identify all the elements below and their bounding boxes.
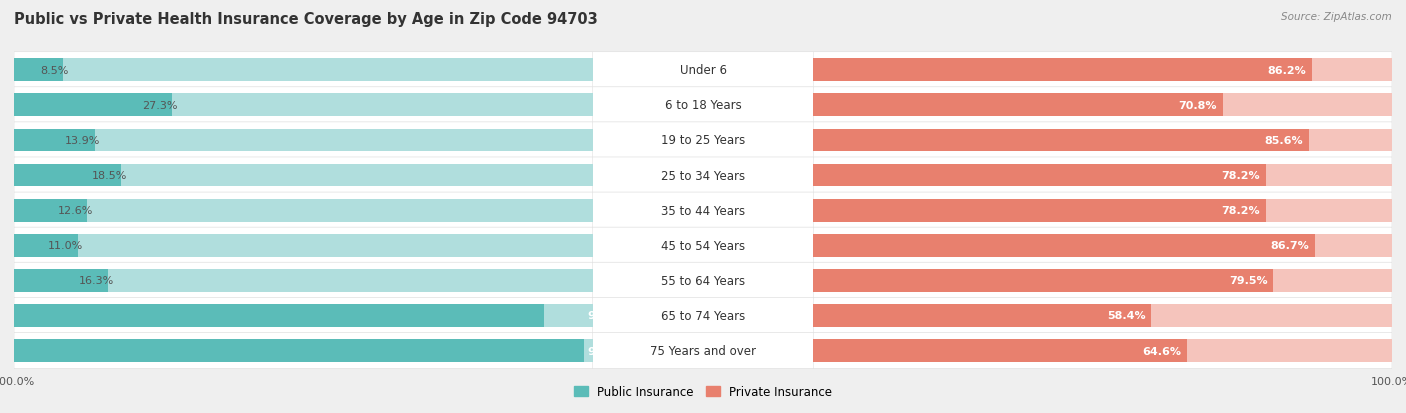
FancyBboxPatch shape [14, 88, 593, 123]
Bar [813, 164, 1392, 187]
FancyBboxPatch shape [592, 228, 814, 263]
Text: Public vs Private Health Insurance Coverage by Age in Zip Code 94703: Public vs Private Health Insurance Cover… [14, 12, 598, 27]
Bar [813, 339, 1392, 362]
Bar [813, 304, 1152, 327]
FancyBboxPatch shape [592, 298, 814, 334]
Text: 64.6%: 64.6% [1142, 346, 1181, 356]
FancyBboxPatch shape [14, 123, 593, 159]
Text: 18.5%: 18.5% [91, 171, 127, 180]
FancyBboxPatch shape [813, 52, 1392, 89]
Text: 35 to 44 Years: 35 to 44 Years [661, 204, 745, 217]
Text: 78.2%: 78.2% [1222, 206, 1260, 216]
Bar [14, 129, 593, 152]
Text: 91.6%: 91.6% [586, 311, 626, 320]
Bar [813, 59, 1392, 82]
Text: 6 to 18 Years: 6 to 18 Years [665, 99, 741, 112]
Bar [813, 339, 1187, 362]
Text: 78.2%: 78.2% [1222, 171, 1260, 180]
FancyBboxPatch shape [813, 332, 1392, 369]
Bar [14, 339, 593, 362]
Text: 13.9%: 13.9% [65, 135, 100, 146]
Bar [813, 94, 1392, 117]
FancyBboxPatch shape [813, 263, 1392, 299]
FancyBboxPatch shape [14, 332, 593, 369]
Text: 55 to 64 Years: 55 to 64 Years [661, 274, 745, 287]
Bar [813, 94, 1223, 117]
FancyBboxPatch shape [14, 228, 593, 263]
Bar [813, 304, 1392, 327]
Text: 58.4%: 58.4% [1107, 311, 1146, 320]
Text: 11.0%: 11.0% [48, 241, 83, 251]
Bar [14, 304, 544, 327]
FancyBboxPatch shape [592, 332, 814, 369]
Text: 79.5%: 79.5% [1229, 275, 1268, 286]
Text: 25 to 34 Years: 25 to 34 Years [661, 169, 745, 182]
Text: 19 to 25 Years: 19 to 25 Years [661, 134, 745, 147]
Bar [813, 269, 1392, 292]
FancyBboxPatch shape [592, 52, 814, 89]
Bar [813, 164, 1265, 187]
Text: 70.8%: 70.8% [1178, 101, 1218, 111]
Bar [14, 269, 108, 292]
Text: 16.3%: 16.3% [79, 275, 114, 286]
Legend: Public Insurance, Private Insurance: Public Insurance, Private Insurance [569, 381, 837, 403]
FancyBboxPatch shape [592, 263, 814, 299]
Bar [14, 234, 593, 257]
FancyBboxPatch shape [592, 192, 814, 229]
Bar [14, 94, 593, 117]
Text: 75 Years and over: 75 Years and over [650, 344, 756, 357]
Bar [813, 129, 1392, 152]
FancyBboxPatch shape [813, 192, 1392, 229]
Bar [813, 234, 1315, 257]
Bar [813, 59, 1312, 82]
FancyBboxPatch shape [592, 88, 814, 123]
FancyBboxPatch shape [14, 192, 593, 229]
Text: 45 to 54 Years: 45 to 54 Years [661, 239, 745, 252]
Bar [14, 164, 121, 187]
FancyBboxPatch shape [813, 228, 1392, 263]
FancyBboxPatch shape [592, 158, 814, 194]
Text: 8.5%: 8.5% [41, 66, 69, 76]
FancyBboxPatch shape [813, 88, 1392, 123]
FancyBboxPatch shape [14, 52, 593, 89]
Bar [813, 199, 1392, 222]
Bar [14, 94, 172, 117]
Bar [14, 339, 583, 362]
Bar [813, 269, 1274, 292]
Bar [14, 59, 593, 82]
Bar [14, 199, 87, 222]
Text: 98.5%: 98.5% [586, 346, 626, 356]
FancyBboxPatch shape [813, 123, 1392, 159]
Text: 65 to 74 Years: 65 to 74 Years [661, 309, 745, 322]
Text: 27.3%: 27.3% [142, 101, 177, 111]
Bar [14, 164, 593, 187]
Text: 85.6%: 85.6% [1264, 135, 1303, 146]
Bar [14, 234, 77, 257]
Text: 12.6%: 12.6% [58, 206, 93, 216]
Text: 86.7%: 86.7% [1271, 241, 1309, 251]
Bar [813, 129, 1309, 152]
Text: Under 6: Under 6 [679, 64, 727, 77]
FancyBboxPatch shape [14, 158, 593, 194]
Bar [14, 304, 593, 327]
FancyBboxPatch shape [813, 158, 1392, 194]
Bar [14, 269, 593, 292]
Text: Source: ZipAtlas.com: Source: ZipAtlas.com [1281, 12, 1392, 22]
Bar [14, 59, 63, 82]
Bar [14, 199, 593, 222]
Bar [813, 234, 1392, 257]
FancyBboxPatch shape [592, 123, 814, 159]
FancyBboxPatch shape [813, 298, 1392, 334]
FancyBboxPatch shape [14, 298, 593, 334]
Bar [14, 129, 94, 152]
FancyBboxPatch shape [14, 263, 593, 299]
Bar [813, 199, 1265, 222]
Text: 86.2%: 86.2% [1268, 66, 1306, 76]
